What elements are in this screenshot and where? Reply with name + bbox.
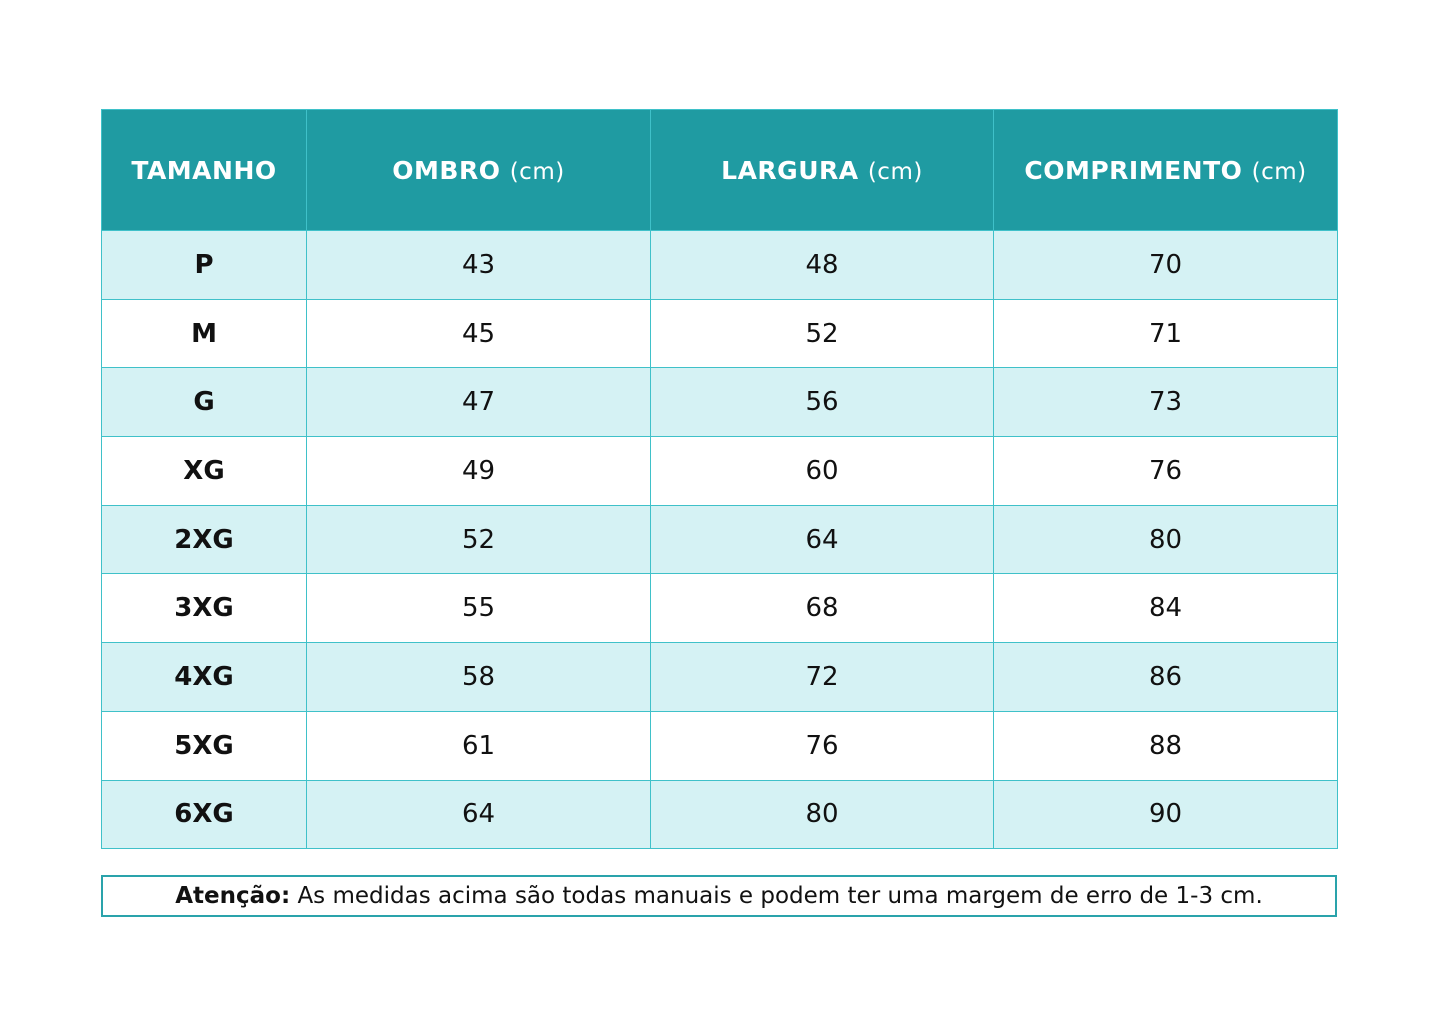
note-text: As medidas acima são todas manuais e pod… <box>297 883 1263 909</box>
note-label: Atenção: <box>175 883 291 909</box>
measure-cell: 64 <box>306 779 651 850</box>
measure-cell: 64 <box>650 504 994 575</box>
header-name: OMBRO <box>392 155 501 185</box>
measure-cell: 90 <box>993 779 1338 850</box>
measure-cell: 71 <box>993 298 1338 369</box>
measure-cell: 68 <box>650 573 994 644</box>
table-row: 4XG 58 72 86 <box>101 642 1338 712</box>
table-row: 3XG 55 68 84 <box>101 573 1338 644</box>
header-cell: COMPRIMENTO (cm) <box>993 109 1338 231</box>
header-name: LARGURA <box>721 155 859 185</box>
size-cell: M <box>101 298 307 369</box>
table-row: 2XG 52 64 80 <box>101 504 1338 575</box>
measure-cell: 52 <box>650 298 994 369</box>
header-unit: (cm) <box>509 158 565 185</box>
header-cell: TAMANHO <box>101 109 307 231</box>
size-table: TAMANHO OMBRO (cm) LARGURA (cm) COMPRIMENTO… <box>101 109 1338 850</box>
measure-cell: 52 <box>306 504 651 575</box>
measure-cell: 76 <box>650 710 994 781</box>
measure-cell: 88 <box>993 710 1338 781</box>
header-name: TAMANHO <box>131 155 277 185</box>
size-cell: 3XG <box>101 573 307 644</box>
measure-cell: 60 <box>650 436 994 506</box>
size-cell: 4XG <box>101 642 307 712</box>
measure-cell: 45 <box>306 298 651 369</box>
size-cell: 2XG <box>101 504 307 575</box>
measure-cell: 80 <box>993 504 1338 575</box>
table-row: 6XG 64 80 90 <box>101 779 1338 850</box>
table-row: XG 49 60 76 <box>101 436 1338 506</box>
table-row: M 45 52 71 <box>101 298 1338 369</box>
measure-cell: 55 <box>306 573 651 644</box>
measure-cell: 56 <box>650 367 994 438</box>
measure-cell: 73 <box>993 367 1338 438</box>
measure-cell: 49 <box>306 436 651 506</box>
size-cell: G <box>101 367 307 438</box>
header-unit: (cm) <box>867 158 923 185</box>
header-cell: LARGURA (cm) <box>650 109 994 231</box>
table-row: G 47 56 73 <box>101 367 1338 438</box>
header-unit: (cm) <box>1251 158 1307 185</box>
size-cell: 5XG <box>101 710 307 781</box>
measure-cell: 84 <box>993 573 1338 644</box>
note: Atenção: As medidas acima são todas manu… <box>101 875 1337 917</box>
size-cell: XG <box>101 436 307 506</box>
measure-cell: 58 <box>306 642 651 712</box>
size-cell: P <box>101 230 307 300</box>
measure-cell: 61 <box>306 710 651 781</box>
header-cell: OMBRO (cm) <box>306 109 651 231</box>
table-row: 5XG 61 76 88 <box>101 710 1338 781</box>
measure-cell: 76 <box>993 436 1338 506</box>
table-row: P 43 48 70 <box>101 230 1338 300</box>
measure-cell: 86 <box>993 642 1338 712</box>
measure-cell: 72 <box>650 642 994 712</box>
header-name: COMPRIMENTO <box>1024 155 1243 185</box>
measure-cell: 70 <box>993 230 1338 300</box>
size-cell: 6XG <box>101 779 307 850</box>
measure-cell: 48 <box>650 230 994 300</box>
measure-cell: 47 <box>306 367 651 438</box>
header-row: TAMANHO OMBRO (cm) LARGURA (cm) COMPRIMENTO… <box>101 109 1338 231</box>
table-body: P 43 48 70 M 45 52 71 G 47 56 73 XG 49 60 76 2XG 52 64 80 3X… <box>101 230 1338 850</box>
measure-cell: 80 <box>650 779 994 850</box>
measure-cell: 43 <box>306 230 651 300</box>
